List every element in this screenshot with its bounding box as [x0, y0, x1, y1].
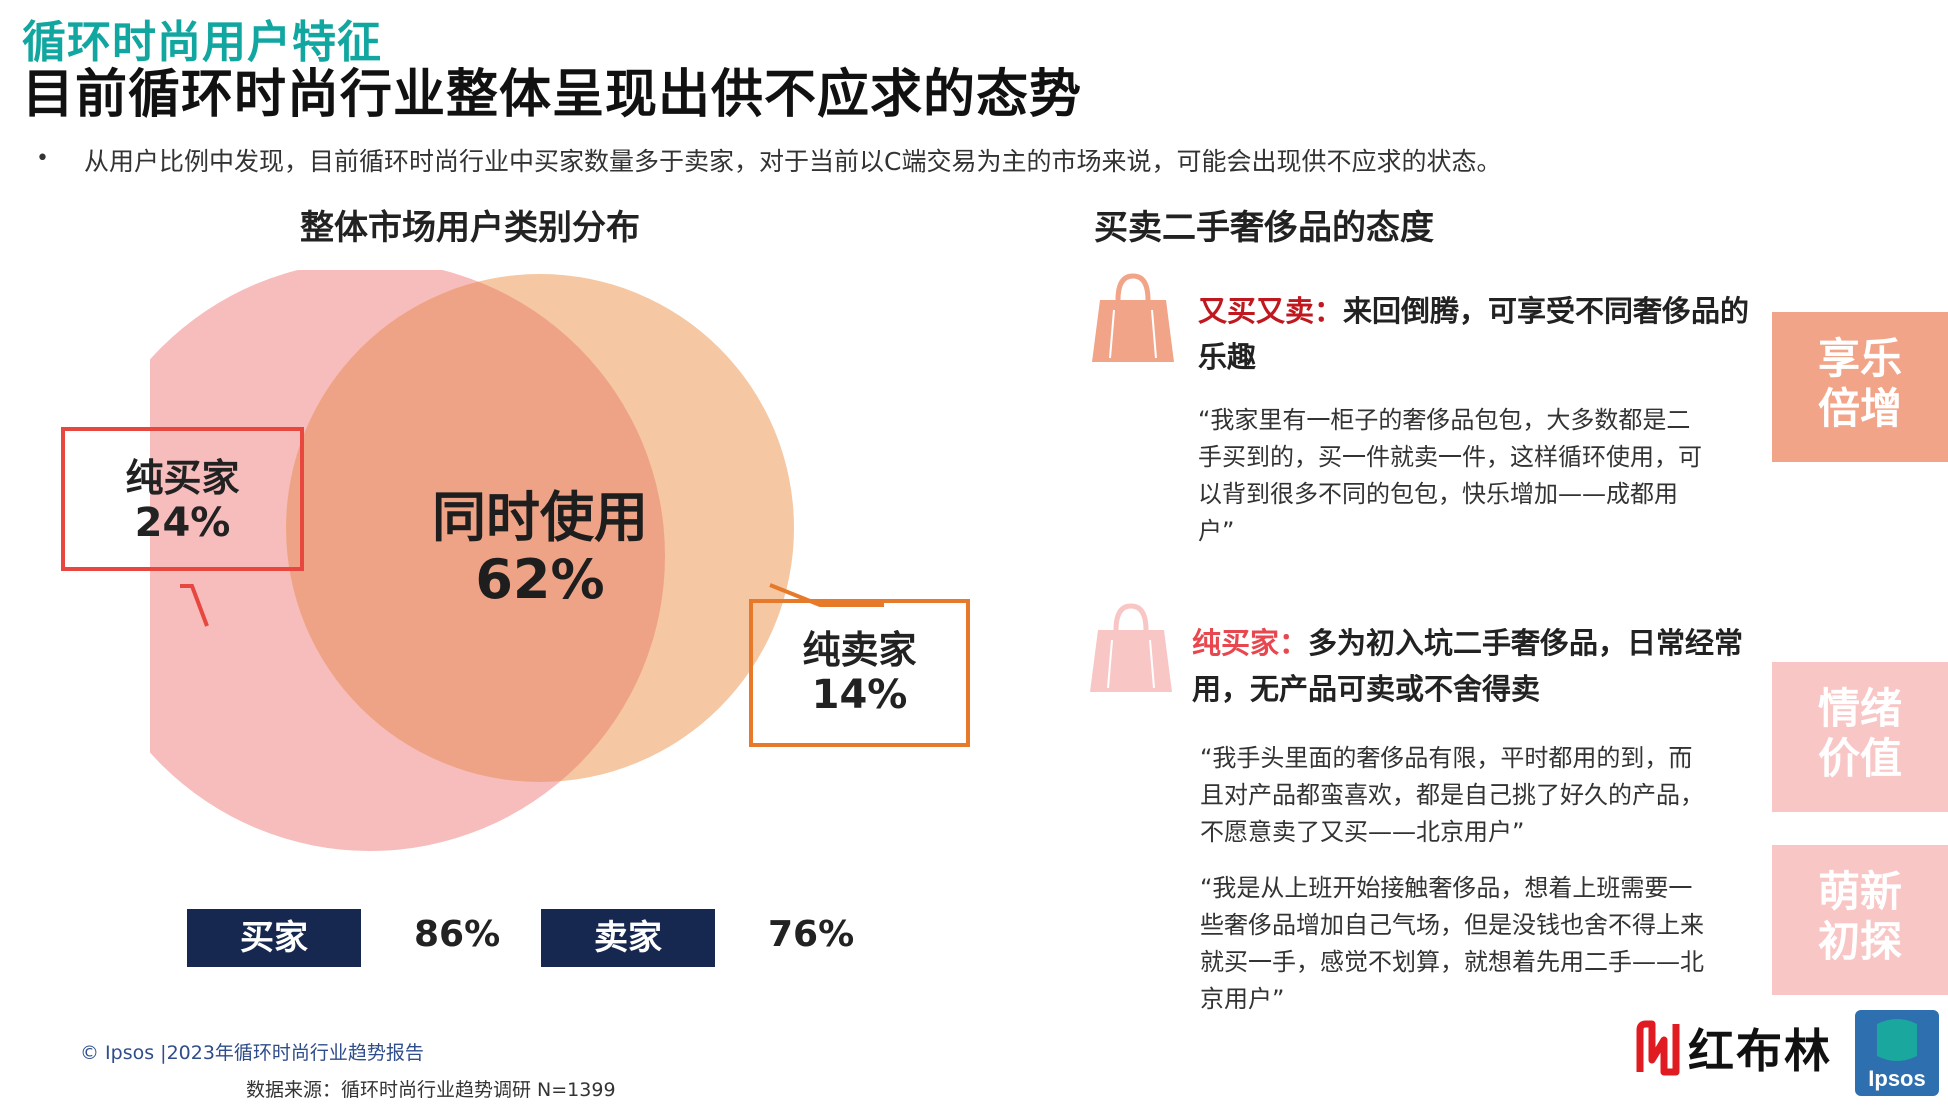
tag-pleasure-line1: 享乐 — [1817, 334, 1902, 383]
overlap-callout: 同时使用 62% — [410, 487, 670, 611]
summary-text: 从用户比例中发现，目前循环时尚行业中买家数量多于卖家，对于当前以C端交易为主的市… — [84, 147, 1502, 176]
point-buyer-heading: 纯买家：多为初入坑二手奢侈品，日常经常用，无产品可卖或不舍得卖 — [1192, 620, 1752, 712]
attitude-title: 买卖二手奢侈品的态度 — [1094, 208, 1434, 248]
overlap-value: 62% — [475, 548, 605, 611]
point-both-heading: 又买又卖：来回倒腾，可享受不同奢侈品的乐趣 — [1198, 288, 1758, 380]
seller-total-value: 76% — [768, 914, 855, 955]
buyer-only-callout: 纯买家 24% — [61, 427, 304, 571]
tag-emotion-line1: 情绪 — [1817, 684, 1902, 733]
tag-newcomer-line1: 萌新 — [1817, 867, 1902, 916]
ipsos-logo-text: Ipsos — [1868, 1066, 1925, 1091]
handbag-icon — [1090, 603, 1172, 692]
tag-pleasure: 享乐 倍增 — [1772, 312, 1948, 462]
quote-beijing-1: “我手头里面的奢侈品有限，平时都用的到，而且对产品都蛮喜欢，都是自己挑了好久的产… — [1200, 744, 1704, 846]
buyer-connector — [180, 584, 209, 627]
seller-total-badge: 卖家 — [541, 909, 715, 967]
seller-only-value: 14% — [811, 672, 908, 718]
buyer-total-badge: 买家 — [187, 909, 361, 967]
tag-pleasure-line2: 倍增 — [1817, 384, 1902, 433]
copyright: © Ipsos |2023年循环时尚行业趋势报告 — [80, 1042, 424, 1064]
overlap-region — [286, 274, 665, 782]
tag-emotion: 情绪 价值 — [1772, 662, 1948, 812]
seller-only-label: 纯卖家 — [802, 628, 917, 672]
ipsos-logo: Ipsos — [1855, 1010, 1939, 1096]
quote-beijing-2: “我是从上班开始接触奢侈品，想着上班需要一些奢侈品增加自己气场，但是没钱也舍不得… — [1200, 874, 1704, 1013]
brand-mark-icon — [1636, 1020, 1680, 1076]
tag-emotion-line2: 价值 — [1817, 734, 1902, 783]
overlap-label: 同时使用 — [432, 486, 648, 549]
buyer-only-value: 24% — [134, 500, 231, 546]
brand-logo: 红布林 — [1636, 1018, 1832, 1078]
point-both-key: 又买又卖： — [1198, 294, 1344, 328]
point-buyer-text: 多为初入坑二手奢侈品，日常经常用，无产品可卖或不舍得卖 — [1192, 626, 1744, 706]
section-title: 循环时尚用户特征 — [22, 17, 382, 68]
point-buyer-key: 纯买家： — [1192, 626, 1309, 660]
seller-only-callout: 纯卖家 14% — [749, 599, 970, 747]
seller-connector — [769, 583, 884, 607]
point-both-text: 来回倒腾，可享受不同奢侈品的乐趣 — [1198, 294, 1750, 374]
handbag-icon — [1092, 273, 1174, 362]
data-source: 数据来源：循环时尚行业趋势调研 N=1399 — [246, 1079, 616, 1101]
tag-newcomer: 萌新 初探 — [1772, 845, 1948, 995]
venn-diagram — [150, 270, 884, 851]
page-title: 目前循环时尚行业整体呈现出供不应求的态势 — [22, 65, 1083, 125]
brand-name: 红布林 — [1688, 1024, 1832, 1078]
buyer-only-label: 纯买家 — [125, 456, 240, 500]
bullet-marker: • — [36, 146, 49, 171]
venn-chart-title: 整体市场用户类别分布 — [300, 208, 640, 248]
buyer-total-value: 86% — [414, 914, 501, 955]
quote-chengdu: “我家里有一柜子的奢侈品包包，大多数都是二手买到的，买一件就卖一件，这样循环使用… — [1198, 406, 1702, 545]
tag-newcomer-line2: 初探 — [1817, 917, 1902, 966]
